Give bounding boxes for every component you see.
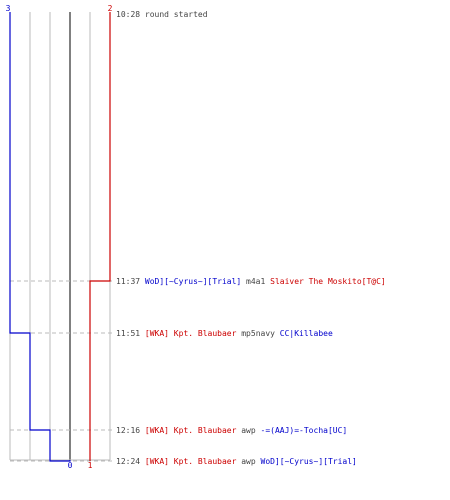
kill-event: 12:16 [WKA] Kpt. Blaubaer awp -=(AAJ)=-T… [116,426,347,435]
round-start-event: 10:28 round started [116,10,208,19]
team-b-player-name: [WKA] Kpt. Blaubaer [145,426,237,435]
event-text: awp [236,426,260,435]
event-text: awp [236,457,260,466]
team-b-player-name: [WKA] Kpt. Blaubaer [145,457,237,466]
event-time: 12:16 [116,426,145,435]
team-b-player-name: Slaiver The Moskito[T@C] [270,277,386,286]
event-text: round started [145,10,208,19]
event-text: m4a1 [241,277,270,286]
event-time: 11:51 [116,329,145,338]
team-a-alive-line [9,12,71,462]
team-b-start-count-label: 2 [108,4,113,13]
event-text: mp5navy [236,329,279,338]
kill-event: 11:51 [WKA] Kpt. Blaubaer mp5navy CC|Kil… [116,329,333,338]
event-time: 10:28 [116,10,145,19]
event-time: 11:37 [116,277,145,286]
team-a-player-name: WoD][~Cyrus~][Trial] [261,457,357,466]
kill-event: 12:24 [WKA] Kpt. Blaubaer awp WoD][~Cyru… [116,457,357,466]
team-a-start-count-label: 3 [6,4,11,13]
team-a-player-name: -=(AAJ)=-Tocha[UC] [261,426,348,435]
team-a-player-name: WoD][~Cyrus~][Trial] [145,277,241,286]
event-time: 12:24 [116,457,145,466]
team-b-player-name: [WKA] Kpt. Blaubaer [145,329,237,338]
team-b-alive-line [89,12,111,461]
kill-event: 11:37 WoD][~Cyrus~][Trial] m4a1 Slaiver … [116,277,386,286]
team-a-player-name: CC|Killabee [280,329,333,338]
team-a-end-count-label: 0 [68,461,73,470]
team-b-end-count-label: 1 [88,461,93,470]
